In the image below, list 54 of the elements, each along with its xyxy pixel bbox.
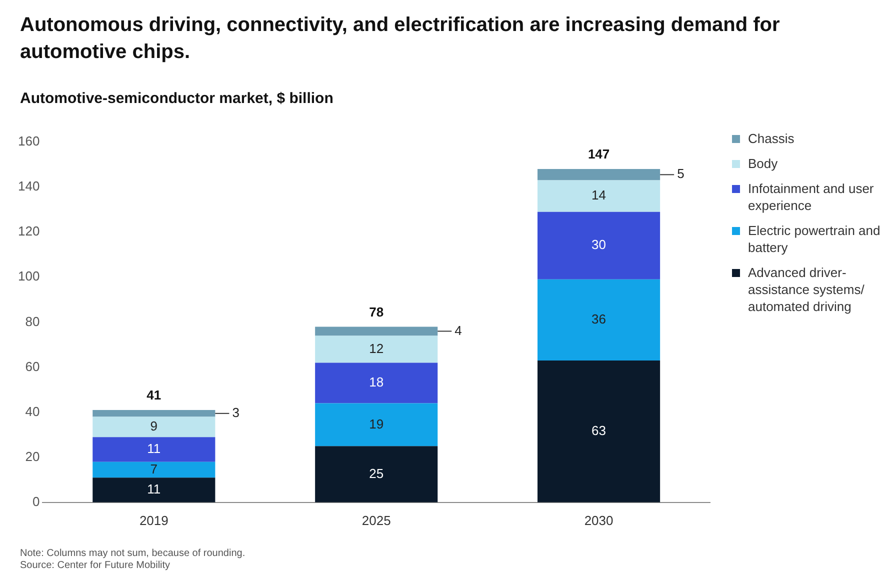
data-label: 19 <box>369 416 384 432</box>
legend-label: Chassis <box>748 130 794 147</box>
legend-label: Electric powertrain and battery <box>748 222 882 256</box>
data-label: 30 <box>592 237 606 252</box>
y-tick-label: 140 <box>18 178 40 194</box>
data-label: 7 <box>150 461 158 476</box>
bar <box>92 437 216 462</box>
y-tick-label: 40 <box>25 404 40 419</box>
chart-subtitle: Automotive-semiconductor market, $ billion <box>20 90 334 107</box>
data-label: 12 <box>369 340 384 356</box>
y-tick-label: 100 <box>18 268 40 284</box>
chart-title: Autonomous driving, connectivity, and electrification are increasing demand for automotive chips. <box>20 13 781 65</box>
bar <box>315 362 438 404</box>
x-tick-label: 2030 <box>584 512 614 528</box>
data-label: 11 <box>147 482 161 497</box>
bar <box>92 462 216 478</box>
source-note: Source: Center for Future Mobility <box>20 560 172 572</box>
total-label: 147 <box>588 146 610 162</box>
data-label: 3 <box>232 405 240 420</box>
x-tick-label: 2019 <box>139 512 168 528</box>
bar <box>315 403 438 446</box>
bar <box>315 446 438 502</box>
data-label: 5 <box>677 166 684 182</box>
bar <box>538 169 660 180</box>
bar <box>315 326 438 336</box>
bar <box>92 478 216 502</box>
bar <box>92 410 216 417</box>
bar <box>538 212 660 280</box>
total-label: 78 <box>369 304 384 320</box>
y-tick-label: 20 <box>25 448 40 464</box>
data-label: 25 <box>369 466 384 481</box>
data-label: 11 <box>147 441 161 456</box>
data-label: 63 <box>592 423 606 438</box>
bar <box>92 416 216 438</box>
bar <box>538 279 660 360</box>
data-label: 14 <box>592 188 606 203</box>
data-label: 36 <box>592 312 606 327</box>
total-label: 41 <box>146 388 162 403</box>
legend-label: Advanced driver-assistance systems/ automated driving <box>748 264 866 315</box>
data-label: 4 <box>454 322 462 338</box>
y-tick-label: 0 <box>32 494 40 509</box>
y-tick-label: 120 <box>18 224 40 239</box>
bar <box>538 360 660 502</box>
data-label: 18 <box>369 374 384 390</box>
text: Note: Columns may not sum, because of rounding. <box>20 548 246 560</box>
bar <box>315 336 438 363</box>
y-tick-label: 160 <box>18 134 40 149</box>
y-tick-label: 80 <box>25 314 40 329</box>
bar <box>538 180 660 212</box>
data-label: 9 <box>150 418 158 434</box>
y-tick-label: 60 <box>25 358 40 374</box>
legend-label: Body <box>748 155 778 172</box>
x-tick-label: 2025 <box>362 512 391 528</box>
legend-label: Infotainment and user experience <box>748 180 875 214</box>
